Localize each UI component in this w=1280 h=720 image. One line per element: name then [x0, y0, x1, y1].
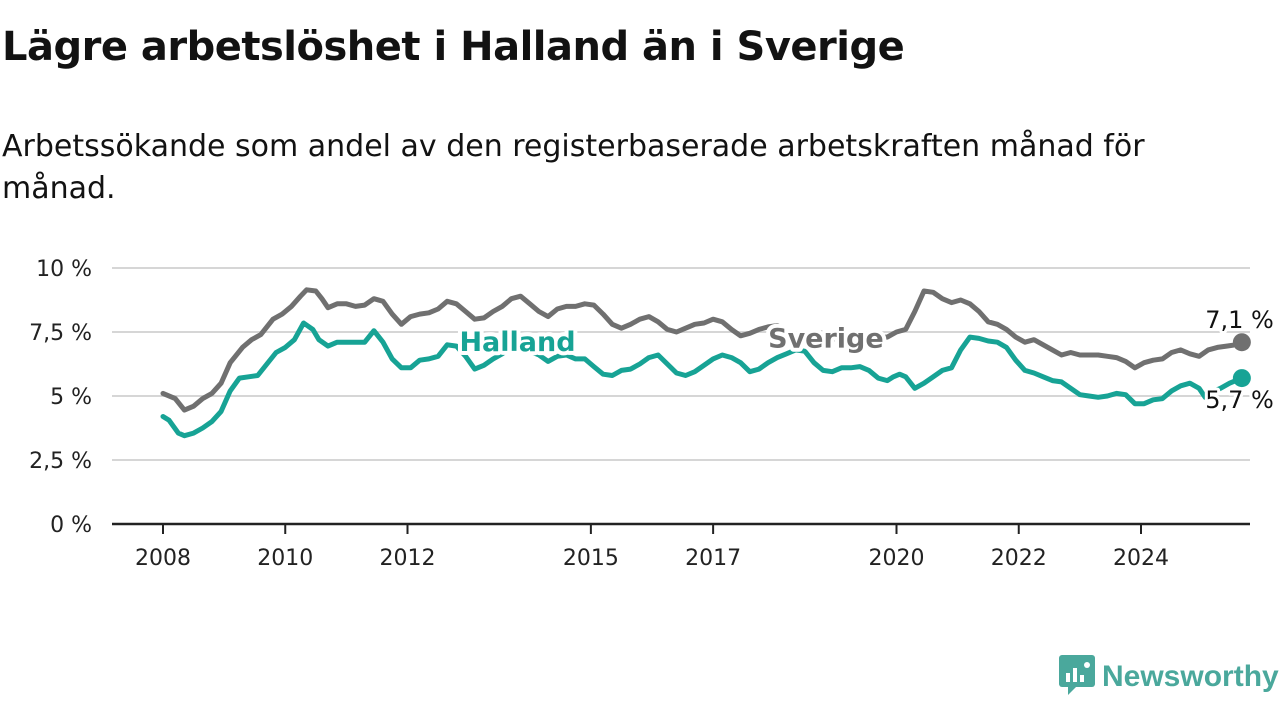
- y-tick-label: 5 %: [50, 385, 92, 410]
- series-line-halland: [160, 320, 1245, 439]
- x-tick-label: 2010: [257, 546, 313, 571]
- brand-name: Newsworthy: [1102, 660, 1279, 693]
- newsworthy-brand: Newsworthy: [1058, 654, 1279, 700]
- series-label-halland: Halland: [459, 327, 575, 358]
- y-tick-label: 7,5 %: [29, 321, 92, 346]
- x-tick-label: 2017: [685, 546, 741, 571]
- chart-subtitle: Arbetssökande som andel av den registerb…: [2, 129, 1145, 206]
- x-tick-label: 2015: [563, 546, 619, 571]
- x-tick-label: 2012: [380, 546, 436, 571]
- x-tick-label: 2008: [135, 546, 191, 571]
- series-line-sverige: [160, 287, 1245, 413]
- x-tick-label: 2024: [1113, 546, 1169, 571]
- series-label-sverige: Sverige: [768, 323, 884, 354]
- y-tick-label: 0 %: [50, 513, 92, 538]
- series-end-label-halland: 5,7 %: [1205, 386, 1274, 414]
- y-tick-label: 10 %: [36, 257, 92, 282]
- series-end-label-sverige: 7,1 %: [1205, 306, 1274, 334]
- newsworthy-logo-icon: [1058, 654, 1096, 700]
- series-endpoint-sverige: [1232, 333, 1251, 352]
- y-tick-label: 2,5 %: [29, 449, 92, 474]
- x-tick-label: 2022: [991, 546, 1047, 571]
- x-tick-label: 2020: [869, 546, 925, 571]
- chart-title: Lägre arbetslöshet i Halland än i Sverig…: [2, 24, 905, 70]
- series-endpoint-halland: [1232, 369, 1251, 388]
